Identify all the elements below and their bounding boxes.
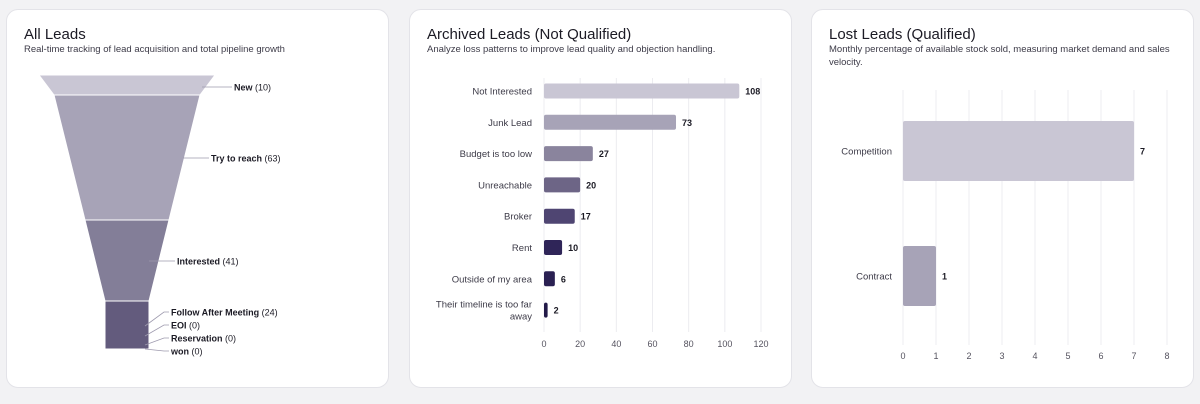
category-label: Junk Lead (488, 118, 532, 129)
x-tick-label: 20 (575, 339, 585, 349)
bar (544, 208, 575, 224)
funnel-stage-name: Reservation (171, 334, 223, 344)
lost-leads-card: Lost Leads (Qualified) Monthly percentag… (811, 9, 1194, 388)
category-label: Not Interested (472, 87, 532, 98)
funnel-stage-label: won (0) (170, 347, 203, 357)
funnel-segment (38, 74, 216, 96)
funnel-segment (104, 300, 150, 350)
funnel-stage-value: (0) (189, 347, 203, 357)
bar (544, 240, 563, 255)
bar-value-label: 27 (599, 149, 609, 159)
bar (544, 302, 548, 318)
funnel-stage-label: EOI (0) (171, 321, 200, 331)
x-tick-label: 4 (1032, 351, 1037, 361)
x-tick-label: 120 (753, 339, 768, 349)
category-label: Unreachable (478, 180, 532, 191)
bar (903, 121, 1134, 181)
funnel-stage-value: (24) (259, 308, 278, 318)
bar (544, 271, 555, 287)
card-title: Lost Leads (Qualified) (829, 26, 976, 43)
funnel-stage-value: (0) (223, 334, 237, 344)
category-label: Outside of my area (452, 274, 533, 285)
x-tick-label: 100 (717, 339, 732, 349)
x-tick-label: 40 (611, 339, 621, 349)
all-leads-card: All Leads Real-time tracking of lead acq… (6, 9, 389, 388)
bar-value-label: 1 (942, 272, 947, 282)
category-label: away (510, 312, 532, 323)
funnel-stage-name: Follow After Meeting (171, 308, 259, 318)
funnel-stage-name: won (170, 347, 189, 357)
card-subtitle: Analyze loss patterns to improve lead qu… (427, 44, 716, 55)
x-tick-label: 8 (1164, 351, 1169, 361)
funnel-segment (84, 219, 170, 302)
bar-value-label: 17 (581, 212, 591, 222)
x-tick-label: 1 (933, 351, 938, 361)
bar (544, 177, 581, 193)
funnel-stage-label: Try to reach (63) (211, 154, 281, 164)
bar-value-label: 7 (1140, 147, 1145, 157)
archived-leads-card: Archived Leads (Not Qualified) Analyze l… (409, 9, 792, 388)
bar-value-label: 73 (682, 118, 692, 128)
bar-value-label: 2 (554, 306, 559, 316)
funnel-stage-label: Follow After Meeting (24) (171, 308, 278, 318)
category-label: Broker (504, 212, 532, 223)
bar (903, 246, 936, 306)
funnel-stage-value: (41) (220, 257, 239, 267)
funnel-stage-name: Interested (177, 257, 220, 267)
category-label: Rent (512, 243, 532, 254)
x-tick-label: 7 (1131, 351, 1136, 361)
bar-value-label: 108 (745, 87, 760, 97)
x-tick-label: 0 (541, 339, 546, 349)
card-subtitle: Real-time tracking of lead acquisition a… (24, 44, 285, 55)
funnel-stage-name: EOI (171, 321, 187, 331)
x-tick-label: 60 (647, 339, 657, 349)
bar-value-label: 10 (568, 243, 578, 253)
card-title: All Leads (24, 26, 86, 43)
funnel-segment (53, 94, 201, 221)
bar (544, 83, 740, 99)
x-tick-label: 0 (900, 351, 905, 361)
category-label: Contract (856, 272, 892, 283)
x-tick-label: 5 (1065, 351, 1070, 361)
archived-leads-bar-chart: 0 20 40 60 80 100 120 108 Not Interested 73 Junk L… (436, 78, 769, 349)
x-tick-label: 2 (966, 351, 971, 361)
category-label: Their timeline is too far (436, 300, 532, 311)
funnel-stage-label: Reservation (0) (171, 334, 236, 344)
funnel-stage-value: (10) (253, 83, 272, 93)
funnel-leader-line (144, 311, 169, 327)
funnel-chart: New (10) Try to reach (63) Interested (41)… (38, 74, 281, 357)
funnel-leader-line (144, 337, 169, 346)
lost-leads-bar-chart: 0 1 2 3 4 5 6 7 8 7 Competition 1 Contract (841, 90, 1170, 361)
funnel-stage-value: (0) (187, 321, 201, 331)
bar-value-label: 20 (586, 180, 596, 190)
bar (544, 114, 677, 130)
funnel-stage-name: Try to reach (211, 154, 262, 164)
funnel-stage-label: Interested (41) (177, 257, 239, 267)
category-label: Competition (841, 147, 892, 158)
bar (544, 146, 593, 162)
card-subtitle: Monthly percentage of available stock so… (829, 44, 1170, 68)
funnel-leader-line (144, 348, 169, 352)
funnel-stage-label: New (10) (234, 83, 271, 93)
funnel-stage-value: (63) (262, 154, 281, 164)
bar-value-label: 6 (561, 274, 566, 284)
x-tick-label: 80 (684, 339, 694, 349)
x-tick-label: 6 (1098, 351, 1103, 361)
funnel-stage-name: New (234, 83, 254, 93)
category-label: Budget is too low (460, 149, 532, 160)
funnel-leader-line (144, 324, 169, 337)
card-title: Archived Leads (Not Qualified) (427, 26, 632, 43)
x-tick-label: 3 (999, 351, 1004, 361)
